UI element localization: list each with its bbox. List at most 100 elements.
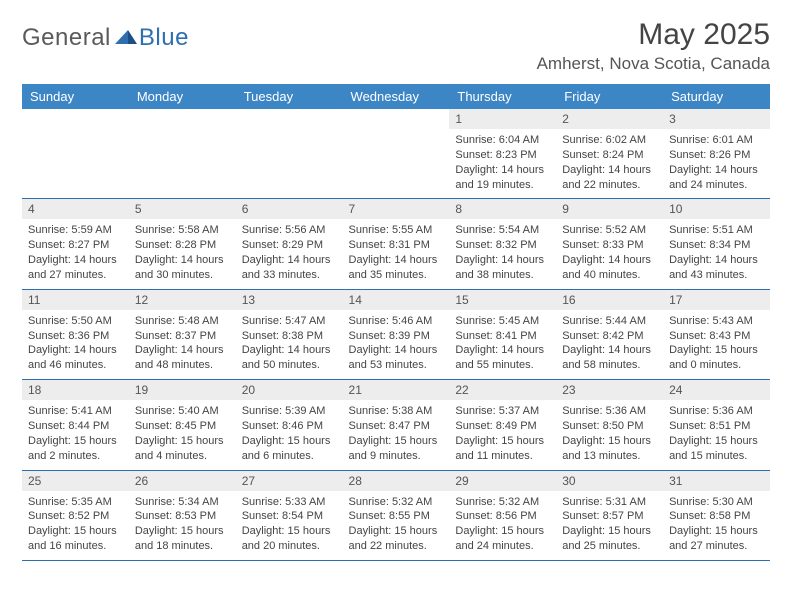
day-cell: 31Sunrise: 5:30 AMSunset: 8:58 PMDayligh… xyxy=(663,470,770,560)
day-body: Sunrise: 5:32 AMSunset: 8:55 PMDaylight:… xyxy=(343,491,450,560)
day-body: Sunrise: 5:31 AMSunset: 8:57 PMDaylight:… xyxy=(556,491,663,560)
day-cell xyxy=(236,109,343,199)
day-cell: 1Sunrise: 6:04 AMSunset: 8:23 PMDaylight… xyxy=(449,109,556,199)
day-cell: 24Sunrise: 5:36 AMSunset: 8:51 PMDayligh… xyxy=(663,380,770,470)
day-cell xyxy=(22,109,129,199)
dayname-wednesday: Wednesday xyxy=(343,84,450,109)
day-body: Sunrise: 5:58 AMSunset: 8:28 PMDaylight:… xyxy=(129,219,236,288)
day-cell: 25Sunrise: 5:35 AMSunset: 8:52 PMDayligh… xyxy=(22,470,129,560)
day-body: Sunrise: 5:36 AMSunset: 8:50 PMDaylight:… xyxy=(556,400,663,469)
day-number: 9 xyxy=(556,199,663,219)
day-cell: 7Sunrise: 5:55 AMSunset: 8:31 PMDaylight… xyxy=(343,199,450,289)
day-number: 13 xyxy=(236,290,343,310)
day-number: 5 xyxy=(129,199,236,219)
calendar-table: SundayMondayTuesdayWednesdayThursdayFrid… xyxy=(22,84,770,561)
dayname-saturday: Saturday xyxy=(663,84,770,109)
day-cell: 6Sunrise: 5:56 AMSunset: 8:29 PMDaylight… xyxy=(236,199,343,289)
day-body: Sunrise: 5:56 AMSunset: 8:29 PMDaylight:… xyxy=(236,219,343,288)
location: Amherst, Nova Scotia, Canada xyxy=(537,54,770,74)
header: General Blue May 2025 Amherst, Nova Scot… xyxy=(22,18,770,74)
day-number: 21 xyxy=(343,380,450,400)
day-cell: 27Sunrise: 5:33 AMSunset: 8:54 PMDayligh… xyxy=(236,470,343,560)
logo-mark-icon xyxy=(115,27,137,50)
day-body: Sunrise: 5:59 AMSunset: 8:27 PMDaylight:… xyxy=(22,219,129,288)
day-cell: 13Sunrise: 5:47 AMSunset: 8:38 PMDayligh… xyxy=(236,289,343,379)
day-number: 12 xyxy=(129,290,236,310)
day-cell: 23Sunrise: 5:36 AMSunset: 8:50 PMDayligh… xyxy=(556,380,663,470)
day-cell: 12Sunrise: 5:48 AMSunset: 8:37 PMDayligh… xyxy=(129,289,236,379)
month-title: May 2025 xyxy=(537,18,770,52)
day-number: 4 xyxy=(22,199,129,219)
day-cell: 5Sunrise: 5:58 AMSunset: 8:28 PMDaylight… xyxy=(129,199,236,289)
day-body: Sunrise: 5:39 AMSunset: 8:46 PMDaylight:… xyxy=(236,400,343,469)
day-cell: 15Sunrise: 5:45 AMSunset: 8:41 PMDayligh… xyxy=(449,289,556,379)
logo-word2: Blue xyxy=(139,24,189,52)
day-number: 28 xyxy=(343,471,450,491)
day-body: Sunrise: 5:51 AMSunset: 8:34 PMDaylight:… xyxy=(663,219,770,288)
dayname-thursday: Thursday xyxy=(449,84,556,109)
day-body: Sunrise: 5:30 AMSunset: 8:58 PMDaylight:… xyxy=(663,491,770,560)
day-cell: 8Sunrise: 5:54 AMSunset: 8:32 PMDaylight… xyxy=(449,199,556,289)
day-number: 1 xyxy=(449,109,556,129)
day-number: 16 xyxy=(556,290,663,310)
day-number: 6 xyxy=(236,199,343,219)
day-cell: 20Sunrise: 5:39 AMSunset: 8:46 PMDayligh… xyxy=(236,380,343,470)
day-number: 8 xyxy=(449,199,556,219)
day-body: Sunrise: 5:52 AMSunset: 8:33 PMDaylight:… xyxy=(556,219,663,288)
day-body: Sunrise: 5:41 AMSunset: 8:44 PMDaylight:… xyxy=(22,400,129,469)
day-cell: 28Sunrise: 5:32 AMSunset: 8:55 PMDayligh… xyxy=(343,470,450,560)
day-cell: 11Sunrise: 5:50 AMSunset: 8:36 PMDayligh… xyxy=(22,289,129,379)
day-number: 24 xyxy=(663,380,770,400)
day-body: Sunrise: 5:55 AMSunset: 8:31 PMDaylight:… xyxy=(343,219,450,288)
day-number: 2 xyxy=(556,109,663,129)
day-number: 27 xyxy=(236,471,343,491)
day-cell: 17Sunrise: 5:43 AMSunset: 8:43 PMDayligh… xyxy=(663,289,770,379)
day-number: 11 xyxy=(22,290,129,310)
day-body: Sunrise: 6:01 AMSunset: 8:26 PMDaylight:… xyxy=(663,129,770,198)
day-cell: 18Sunrise: 5:41 AMSunset: 8:44 PMDayligh… xyxy=(22,380,129,470)
dayname-tuesday: Tuesday xyxy=(236,84,343,109)
week-row: 4Sunrise: 5:59 AMSunset: 8:27 PMDaylight… xyxy=(22,199,770,289)
calendar-head: SundayMondayTuesdayWednesdayThursdayFrid… xyxy=(22,84,770,109)
day-body: Sunrise: 5:35 AMSunset: 8:52 PMDaylight:… xyxy=(22,491,129,560)
day-cell: 2Sunrise: 6:02 AMSunset: 8:24 PMDaylight… xyxy=(556,109,663,199)
week-row: 11Sunrise: 5:50 AMSunset: 8:36 PMDayligh… xyxy=(22,289,770,379)
day-body: Sunrise: 5:34 AMSunset: 8:53 PMDaylight:… xyxy=(129,491,236,560)
day-body: Sunrise: 5:54 AMSunset: 8:32 PMDaylight:… xyxy=(449,219,556,288)
week-row: 25Sunrise: 5:35 AMSunset: 8:52 PMDayligh… xyxy=(22,470,770,560)
day-cell: 29Sunrise: 5:32 AMSunset: 8:56 PMDayligh… xyxy=(449,470,556,560)
day-cell: 26Sunrise: 5:34 AMSunset: 8:53 PMDayligh… xyxy=(129,470,236,560)
day-cell: 10Sunrise: 5:51 AMSunset: 8:34 PMDayligh… xyxy=(663,199,770,289)
day-body: Sunrise: 5:44 AMSunset: 8:42 PMDaylight:… xyxy=(556,310,663,379)
day-cell: 21Sunrise: 5:38 AMSunset: 8:47 PMDayligh… xyxy=(343,380,450,470)
day-number: 10 xyxy=(663,199,770,219)
day-body: Sunrise: 5:50 AMSunset: 8:36 PMDaylight:… xyxy=(22,310,129,379)
day-cell xyxy=(343,109,450,199)
day-number: 17 xyxy=(663,290,770,310)
day-body: Sunrise: 5:43 AMSunset: 8:43 PMDaylight:… xyxy=(663,310,770,379)
day-number: 31 xyxy=(663,471,770,491)
day-body: Sunrise: 5:36 AMSunset: 8:51 PMDaylight:… xyxy=(663,400,770,469)
day-cell: 22Sunrise: 5:37 AMSunset: 8:49 PMDayligh… xyxy=(449,380,556,470)
day-body: Sunrise: 5:32 AMSunset: 8:56 PMDaylight:… xyxy=(449,491,556,560)
calendar-body: 1Sunrise: 6:04 AMSunset: 8:23 PMDaylight… xyxy=(22,109,770,560)
day-number: 15 xyxy=(449,290,556,310)
day-body: Sunrise: 5:47 AMSunset: 8:38 PMDaylight:… xyxy=(236,310,343,379)
day-cell: 19Sunrise: 5:40 AMSunset: 8:45 PMDayligh… xyxy=(129,380,236,470)
logo: General Blue xyxy=(22,18,189,52)
day-cell: 30Sunrise: 5:31 AMSunset: 8:57 PMDayligh… xyxy=(556,470,663,560)
day-number: 26 xyxy=(129,471,236,491)
day-number: 23 xyxy=(556,380,663,400)
title-block: May 2025 Amherst, Nova Scotia, Canada xyxy=(537,18,770,74)
day-number: 14 xyxy=(343,290,450,310)
day-body: Sunrise: 5:48 AMSunset: 8:37 PMDaylight:… xyxy=(129,310,236,379)
day-body: Sunrise: 5:45 AMSunset: 8:41 PMDaylight:… xyxy=(449,310,556,379)
day-cell: 14Sunrise: 5:46 AMSunset: 8:39 PMDayligh… xyxy=(343,289,450,379)
day-body: Sunrise: 6:04 AMSunset: 8:23 PMDaylight:… xyxy=(449,129,556,198)
dayname-friday: Friday xyxy=(556,84,663,109)
day-cell: 9Sunrise: 5:52 AMSunset: 8:33 PMDaylight… xyxy=(556,199,663,289)
day-body: Sunrise: 5:40 AMSunset: 8:45 PMDaylight:… xyxy=(129,400,236,469)
dayname-monday: Monday xyxy=(129,84,236,109)
day-number: 19 xyxy=(129,380,236,400)
logo-word1: General xyxy=(22,24,111,52)
